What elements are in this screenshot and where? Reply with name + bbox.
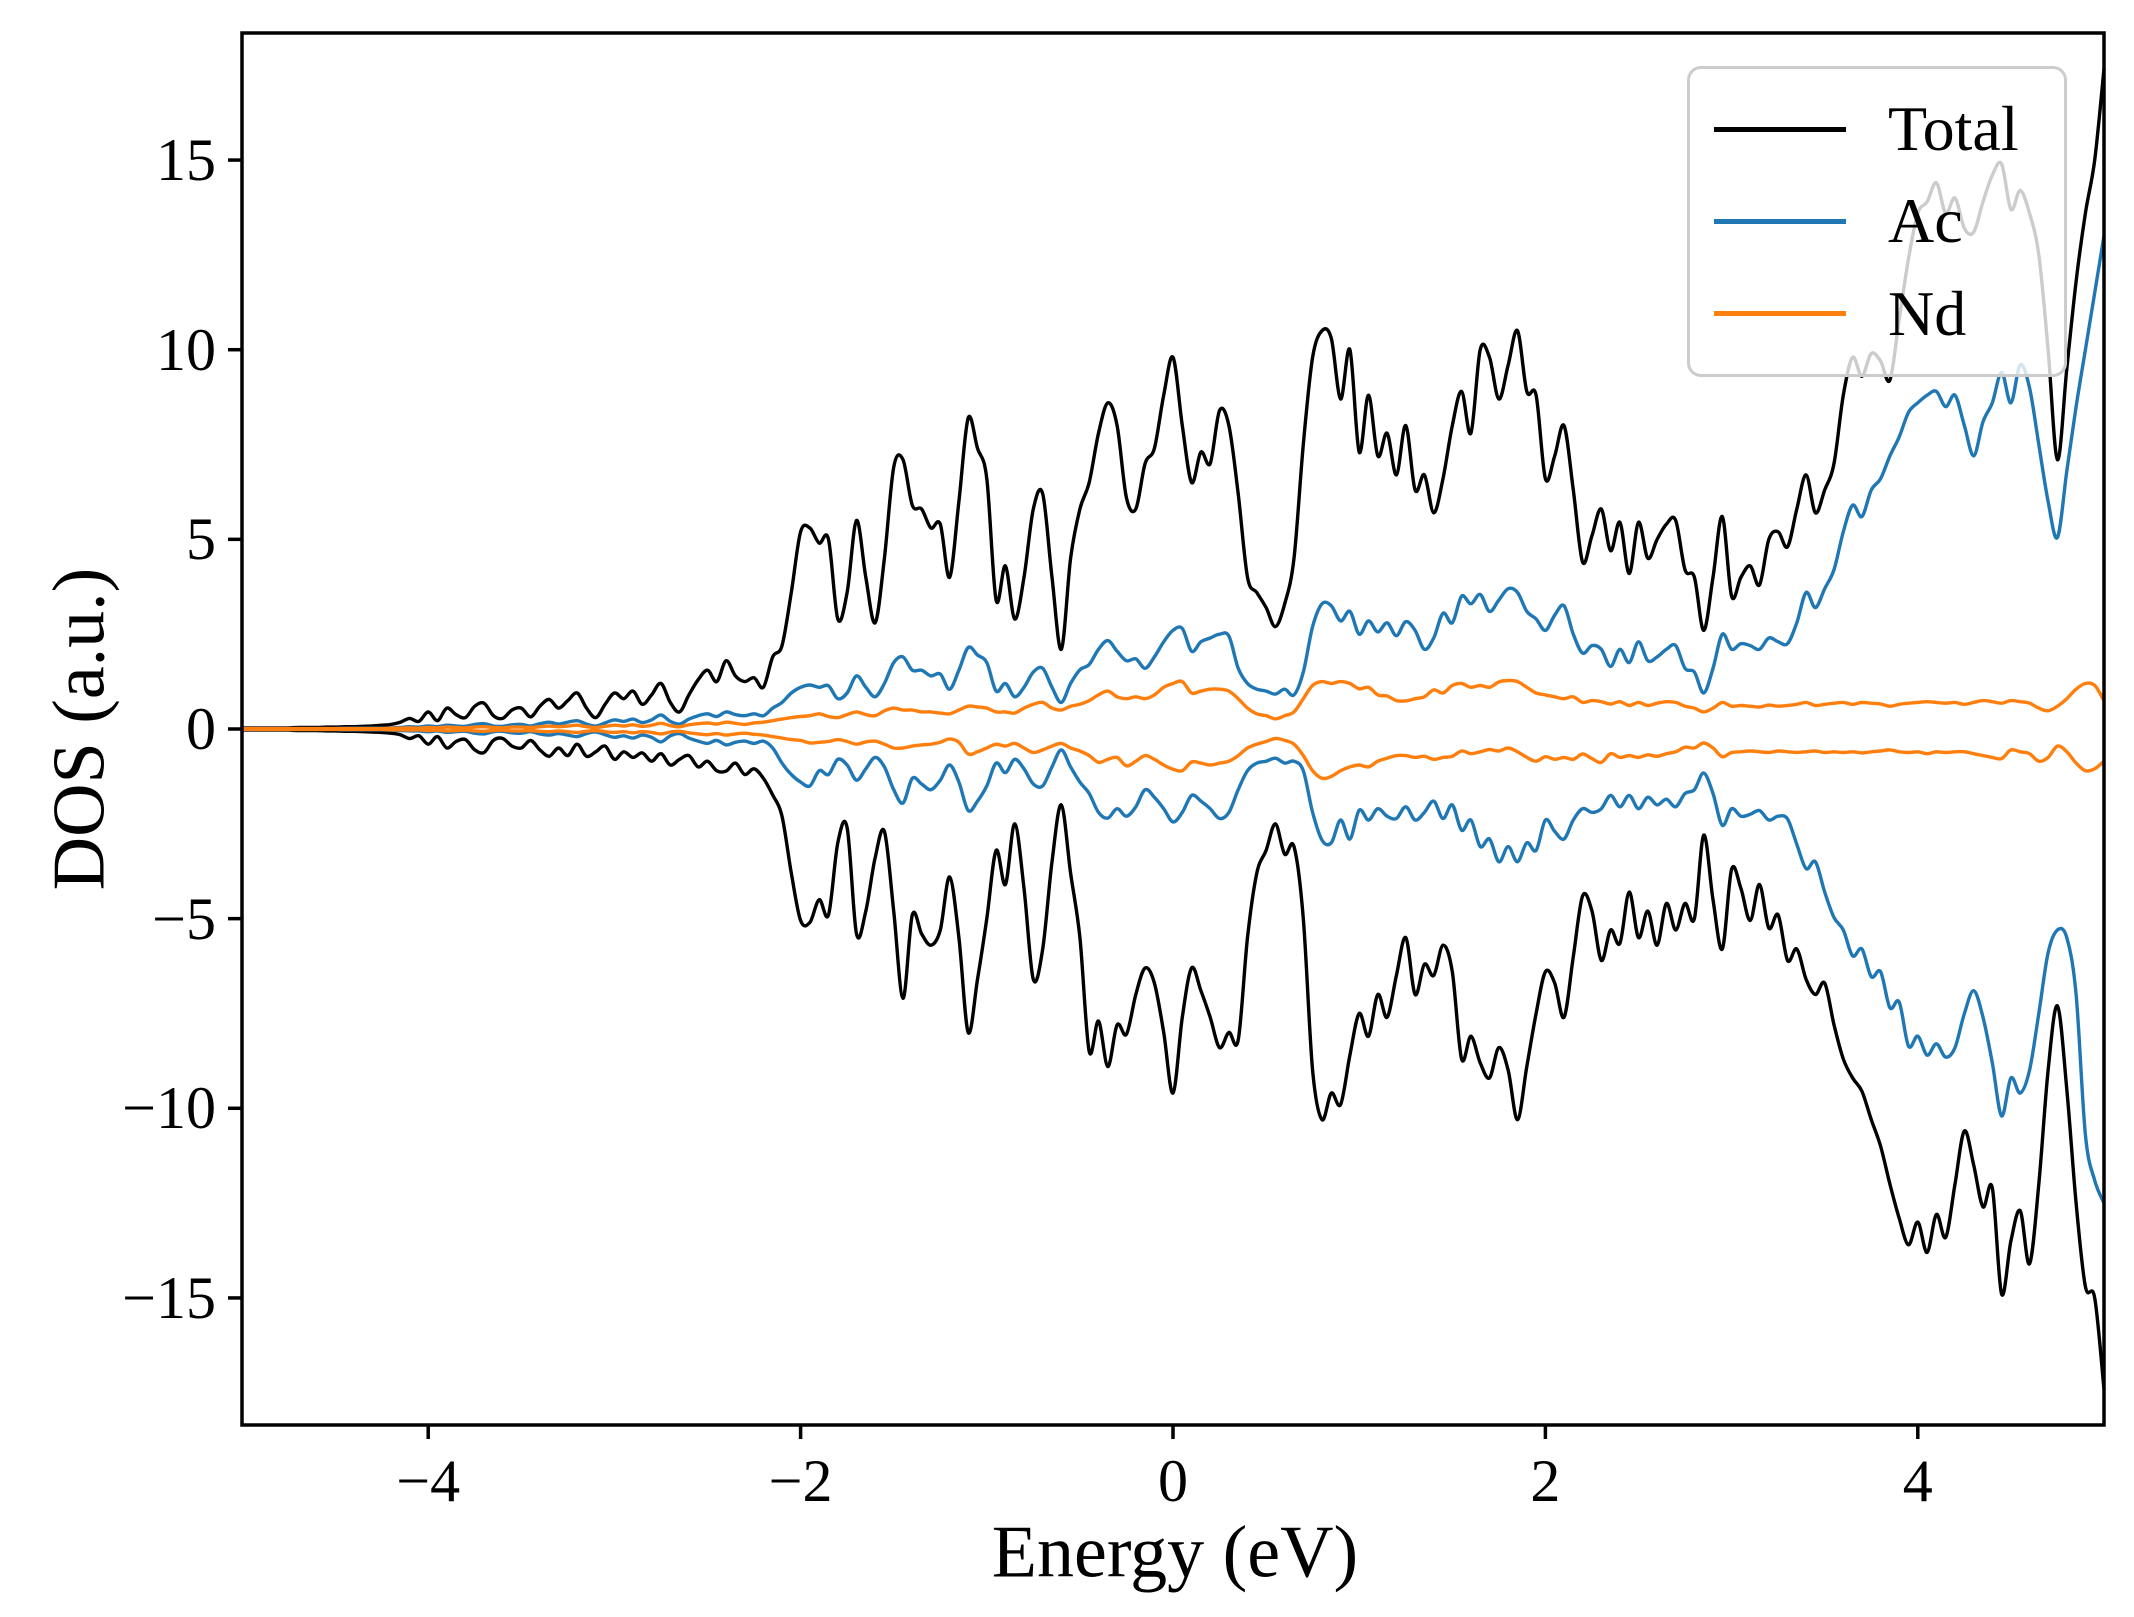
series-ac-spin-up-line — [240, 234, 2106, 731]
y-axis-label: DOS (a.u.) — [38, 567, 121, 891]
y-tick-label: 15 — [156, 127, 216, 194]
legend-item-nd: Nd — [1714, 277, 2040, 349]
series-nd-spin-down-line — [240, 727, 2106, 781]
y-tick-label: −15 — [122, 1264, 216, 1331]
x-tick-label: 4 — [1902, 1448, 1933, 1514]
y-tick-label: 10 — [156, 316, 216, 383]
legend: Total Ac Nd — [1687, 66, 2067, 377]
x-axis-label: Energy (eV) — [991, 1511, 1359, 1594]
legend-label: Nd — [1888, 277, 1967, 349]
legend-line-swatch — [1714, 311, 1846, 317]
ticks-group — [228, 158, 1920, 1439]
y-tick-label: −10 — [122, 1075, 216, 1142]
series-ac-spin-down-line — [240, 727, 2106, 1205]
axes-frame — [240, 31, 2106, 1427]
x-tick-label: 0 — [1158, 1448, 1188, 1514]
x-tick-label: 2 — [1530, 1448, 1561, 1514]
x-tick-label: −2 — [768, 1448, 833, 1514]
y-tick-label: −5 — [152, 885, 216, 952]
legend-line-swatch — [1714, 218, 1846, 224]
x-tick-label: −4 — [396, 1448, 461, 1514]
legend-item-ac: Ac — [1714, 189, 2040, 253]
legend-label: Ac — [1888, 185, 1963, 257]
series-total-spin-up-line — [240, 67, 2106, 730]
y-tick-label: 5 — [186, 506, 216, 573]
legend-label: Total — [1888, 93, 2019, 165]
legend-line-swatch — [1714, 126, 1846, 132]
legend-item-total: Total — [1714, 97, 2040, 161]
curves-group — [240, 67, 2106, 1391]
series-total-spin-down-line — [240, 728, 2106, 1391]
y-tick-label: 0 — [186, 696, 216, 762]
series-nd-spin-up-line — [240, 678, 2106, 731]
